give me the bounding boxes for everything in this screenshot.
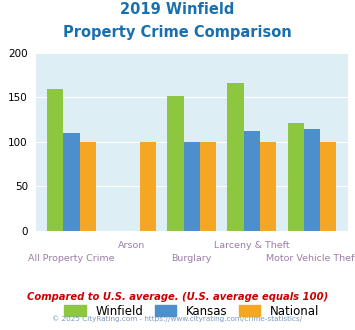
Legend: Winfield, Kansas, National: Winfield, Kansas, National <box>64 305 319 317</box>
Bar <box>140 142 156 231</box>
Text: Burglary: Burglary <box>171 254 212 263</box>
Bar <box>228 83 244 231</box>
Text: © 2025 CityRating.com - https://www.cityrating.com/crime-statistics/: © 2025 CityRating.com - https://www.city… <box>53 315 302 322</box>
Bar <box>200 142 216 231</box>
Bar <box>184 142 200 231</box>
Text: 2019 Winfield: 2019 Winfield <box>120 2 235 16</box>
Bar <box>244 131 260 231</box>
Text: All Property Crime: All Property Crime <box>28 254 115 263</box>
Bar <box>288 123 304 231</box>
Bar <box>80 142 96 231</box>
Bar <box>47 89 64 231</box>
Bar <box>167 96 184 231</box>
Bar <box>64 133 80 231</box>
Text: Motor Vehicle Theft: Motor Vehicle Theft <box>266 254 355 263</box>
Text: Compared to U.S. average. (U.S. average equals 100): Compared to U.S. average. (U.S. average … <box>27 292 328 302</box>
Text: Property Crime Comparison: Property Crime Comparison <box>63 25 292 40</box>
Bar <box>320 142 336 231</box>
Text: Arson: Arson <box>118 241 145 250</box>
Bar <box>260 142 276 231</box>
Bar <box>304 128 320 231</box>
Text: Larceny & Theft: Larceny & Theft <box>214 241 290 250</box>
